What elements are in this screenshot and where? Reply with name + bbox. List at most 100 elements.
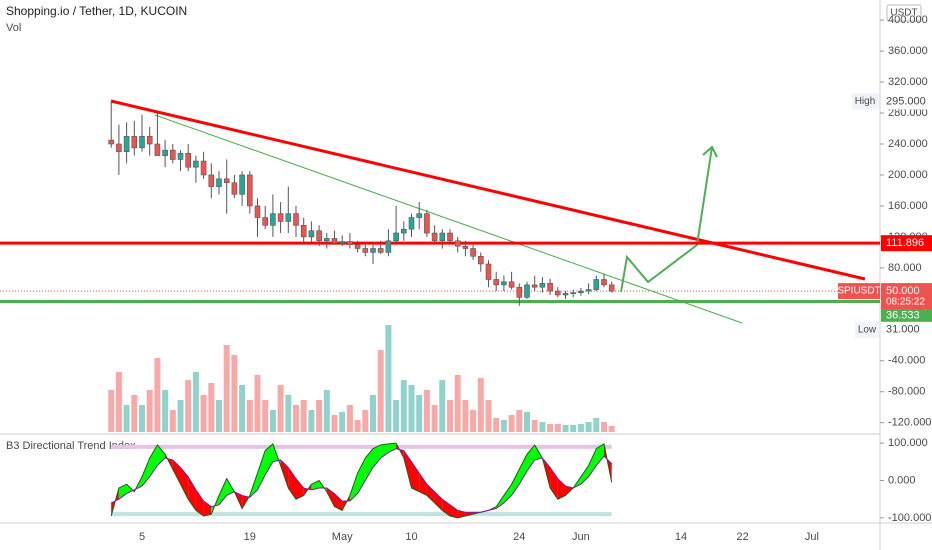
candle-body — [531, 284, 538, 288]
indicator-fill — [195, 489, 204, 517]
volume-bar — [231, 355, 238, 432]
indicator-fill — [419, 473, 427, 496]
volume-bar — [216, 400, 222, 432]
candle-body — [323, 238, 330, 242]
candle-body — [554, 290, 561, 296]
volume-bar — [346, 405, 353, 432]
high-name-box — [852, 93, 879, 110]
candle-body — [439, 232, 446, 242]
volume-bar — [300, 400, 307, 432]
candle-body — [285, 213, 292, 222]
candle-body — [601, 279, 607, 286]
y-tick-label: 240.000 — [888, 138, 928, 150]
y-tick-label: 320.000 — [888, 76, 928, 88]
volume-bar — [293, 405, 299, 432]
volume-bar — [339, 412, 346, 432]
candle-body — [347, 241, 353, 245]
candle-body — [308, 230, 315, 238]
y-tick-label: 160.000 — [888, 200, 928, 212]
candle-body — [231, 182, 238, 195]
volume-bar — [223, 345, 230, 432]
currency-box[interactable] — [886, 4, 922, 22]
candle-body — [508, 281, 515, 288]
volume-bar — [323, 390, 330, 432]
volume-bar — [423, 390, 430, 432]
volume-bar — [439, 380, 446, 432]
indicator-fill — [580, 465, 589, 485]
indicator-title: B3 Directional Trend Index — [6, 440, 136, 452]
volume-bar — [593, 418, 600, 432]
y-tick-label: 400.000 — [888, 14, 928, 26]
current-value-box — [881, 283, 932, 310]
candle-body — [293, 213, 299, 226]
currency-label[interactable]: USDT — [890, 8, 917, 19]
volume-title: Vol — [6, 22, 21, 34]
x-tick-label: 10 — [405, 531, 417, 543]
candle-body — [370, 248, 376, 253]
candle-body — [185, 152, 191, 168]
volume-bar — [500, 420, 507, 432]
candle-body — [131, 135, 138, 149]
volume-bar — [539, 422, 546, 432]
candle-body — [139, 135, 145, 149]
indicator-tick-label: -100.000 — [888, 512, 931, 524]
candle-body — [216, 178, 222, 187]
volume-bar — [162, 390, 169, 432]
indicator-tick-label: 0.000 — [888, 474, 916, 486]
volume-bar — [462, 400, 469, 432]
volume-bar — [531, 420, 538, 432]
volume-bar — [239, 385, 246, 432]
x-tick-label: 14 — [675, 531, 687, 543]
candle-body — [408, 217, 415, 230]
volume-bar — [254, 375, 261, 432]
indicator-fill — [519, 454, 527, 485]
hline-value-box — [881, 307, 932, 324]
candle-body — [431, 232, 438, 242]
indicator-fill — [434, 491, 443, 511]
volume-bar — [585, 422, 592, 432]
volume-bar — [524, 412, 530, 432]
volume-bar — [554, 424, 561, 432]
volume-bar — [123, 405, 130, 432]
indicator-fill — [450, 504, 458, 518]
candle-body — [393, 232, 399, 242]
symbol-label: SPIUSDT — [837, 286, 880, 297]
candle-body — [516, 286, 523, 298]
trend-line — [110, 99, 866, 281]
arrow-head — [702, 145, 718, 158]
candle-body — [377, 248, 384, 253]
indicator-fill — [118, 484, 127, 500]
candle-body — [354, 244, 361, 249]
volume-bar — [577, 424, 584, 432]
indicator-tick-label: 100.000 — [888, 437, 928, 449]
y-tick-label: -120.000 — [888, 417, 931, 429]
y-tick-label: -80.000 — [888, 386, 925, 398]
indicator-fill — [388, 443, 397, 453]
candle-body — [262, 217, 269, 226]
volume-bar — [454, 375, 461, 432]
countdown: 08:25:22 — [886, 297, 925, 308]
indicator-fill — [596, 443, 604, 466]
volume-bar — [570, 425, 577, 432]
indicator-fill — [557, 478, 566, 500]
indicator-fill — [426, 484, 435, 503]
candle-body — [454, 240, 461, 247]
candle-body — [116, 143, 122, 153]
volume-bar — [277, 385, 284, 432]
indicator-fill — [527, 444, 535, 472]
x-tick-label: May — [332, 531, 353, 543]
high-value-label: 295.000 — [886, 95, 926, 107]
y-tick-label: 200.000 — [888, 169, 928, 181]
low-value-box — [881, 321, 932, 338]
candle-body — [608, 284, 615, 292]
indicator-fill — [311, 480, 320, 490]
volume-bar — [154, 358, 161, 432]
volume-bar — [331, 415, 338, 432]
indicator-fill — [180, 467, 189, 500]
volume-bar — [192, 372, 199, 432]
candle-body — [362, 248, 369, 253]
volume-bar — [308, 410, 315, 432]
high-value-box — [881, 93, 932, 110]
volume-bar — [431, 405, 438, 432]
volume-bar — [246, 400, 253, 432]
